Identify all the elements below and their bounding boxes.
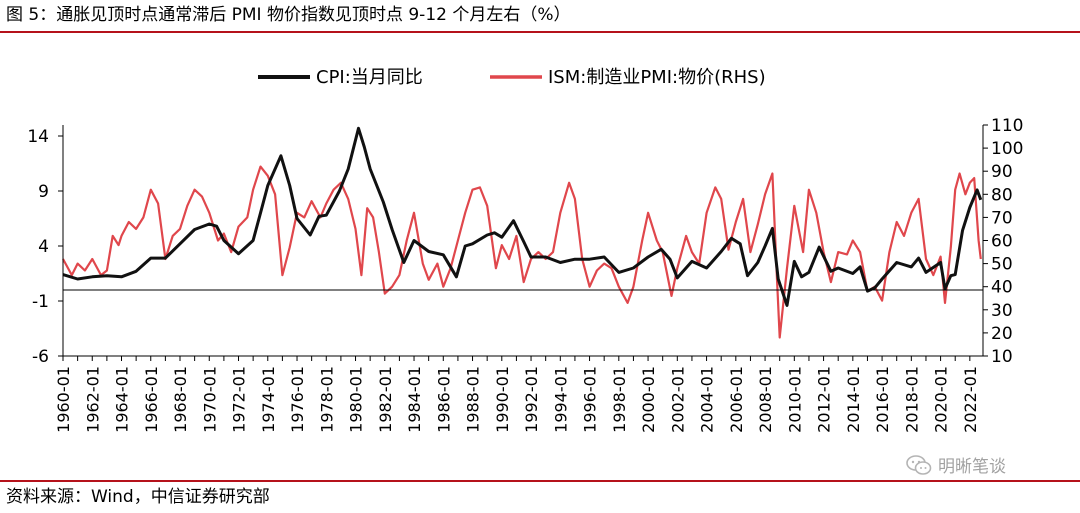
x-tick-label: 2022-01 [961,366,980,433]
x-tick-label: 1978-01 [317,366,336,433]
watermark: 明晰笔谈 [906,452,1006,477]
x-tick-label: 1966-01 [142,366,161,433]
legend-label-ism-prices: ISM:制造业PMI:物价(RHS) [548,67,766,88]
legend: CPI:当月同比 ISM:制造业PMI:物价(RHS) [258,67,766,88]
axes: 14 9 4 -1 -6 110 100 90 80 70 60 50 40 30 20 10 1960-01 1… [27,116,1023,433]
x-tick-label: 1974-01 [259,366,278,433]
title-divider [0,31,1080,33]
x-tick-label: 1964-01 [113,366,132,433]
x-tick-label: 1970-01 [200,366,219,433]
left-tick-label: -1 [32,292,49,312]
series-line-cpi [62,126,983,307]
x-tick-label: 2010-01 [785,366,804,433]
left-tick-label: -6 [32,347,49,367]
right-tick-label: 70 [991,208,1013,228]
x-tick-label: 2008-01 [756,366,775,433]
source-note: 资料来源：Wind，中信证券研究部 [6,487,270,507]
right-tick-label: 10 [991,347,1013,367]
right-tick-label: 50 [991,255,1013,275]
x-tick-label: 1980-01 [347,366,366,433]
x-tick-label: 2000-01 [639,366,658,433]
x-tick-label: 1960-01 [54,366,73,433]
x-tick-label: 1996-01 [581,366,600,433]
x-tick-label: 1998-01 [610,366,629,433]
plot-lines [62,126,983,339]
right-tick-label: 30 [991,301,1013,321]
x-tick-label: 2012-01 [815,366,834,433]
left-tick-label: 14 [27,127,49,147]
legend-label-cpi: CPI:当月同比 [316,67,423,88]
x-tick-label: 1992-01 [522,366,541,433]
right-tick-label: 60 [991,232,1013,252]
x-tick-label: 1990-01 [493,366,512,433]
right-tick-label: 20 [991,324,1013,344]
x-tick-label: 1968-01 [171,366,190,433]
x-tick-label: 2018-01 [902,366,921,433]
x-tick-label: 1976-01 [288,366,307,433]
x-tick-label: 2002-01 [668,366,687,433]
x-tick-label: 1962-01 [83,366,102,433]
footer-divider [0,480,1080,482]
right-tick-label: 80 [991,185,1013,205]
right-tick-label: 100 [991,139,1023,159]
x-tick-label: 1994-01 [551,366,570,433]
x-tick-label: 1972-01 [230,366,249,433]
wechat-icon [906,454,932,475]
x-tick-label: 2006-01 [727,366,746,433]
series-line-ism-prices [62,165,982,339]
right-tick-label: 40 [991,278,1013,298]
x-tick-label: 2020-01 [932,366,951,433]
right-tick-label: 90 [991,162,1013,182]
right-tick-label: 110 [991,116,1023,136]
x-tick-label: 2004-01 [698,366,717,433]
left-tick-label: 4 [38,237,49,257]
watermark-text: 明晰笔谈 [938,457,1006,477]
x-tick-label: 2014-01 [844,366,863,433]
x-tick-label: 2016-01 [873,366,892,433]
left-tick-label: 9 [38,182,49,202]
page-title: 图 5：通胀见顶时点通常滞后 PMI 物价指数见顶时点 9-12 个月左右（%） [6,5,571,25]
x-tick-label: 1986-01 [434,366,453,433]
x-tick-label: 1988-01 [464,366,483,433]
x-tick-label: 1982-01 [376,366,395,433]
x-tick-label: 1984-01 [405,366,424,433]
